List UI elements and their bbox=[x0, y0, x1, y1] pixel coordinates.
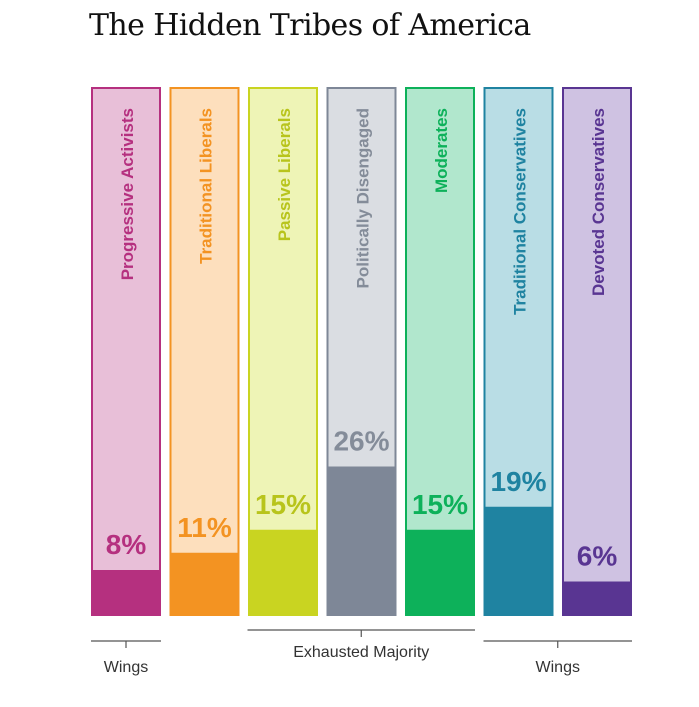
group-label-0: Wings bbox=[104, 659, 148, 676]
column-outline-politically-disengaged bbox=[326, 87, 397, 616]
value-label-moderates: 15% bbox=[412, 489, 468, 520]
bar-traditional-conservatives bbox=[483, 506, 554, 616]
value-label-progressive-activists: 8% bbox=[106, 529, 147, 560]
value-label-passive-liberals: 15% bbox=[255, 489, 311, 520]
column-outline-passive-liberals bbox=[248, 87, 318, 616]
column-bg-passive-liberals bbox=[248, 87, 318, 616]
column-outline-traditional-conservatives bbox=[483, 87, 554, 616]
value-label-politically-disengaged: 26% bbox=[333, 426, 389, 457]
bar-politically-disengaged bbox=[326, 466, 397, 616]
category-label-politically-disengaged: Politically Disengaged bbox=[354, 108, 373, 288]
group-label-2: Wings bbox=[536, 659, 580, 676]
column-bg-moderates bbox=[405, 87, 475, 616]
column-outline-traditional-liberals bbox=[169, 87, 240, 616]
category-label-moderates: Moderates bbox=[432, 108, 451, 193]
value-label-devoted-conservatives: 6% bbox=[577, 541, 618, 572]
column-bg-devoted-conservatives bbox=[562, 87, 632, 616]
chart-title: The Hidden Tribes of America bbox=[89, 8, 531, 43]
bar-traditional-liberals bbox=[169, 552, 240, 616]
column-bg-progressive-activists bbox=[91, 87, 161, 616]
category-label-traditional-conservatives: Traditional Conservatives bbox=[511, 108, 530, 315]
bar-moderates bbox=[405, 529, 475, 616]
column-outline-devoted-conservatives bbox=[562, 87, 632, 616]
bar-passive-liberals bbox=[248, 529, 318, 616]
column-outline-moderates bbox=[405, 87, 475, 616]
bar-progressive-activists bbox=[91, 570, 161, 616]
category-label-traditional-liberals: Traditional Liberals bbox=[197, 108, 216, 264]
column-outline-progressive-activists bbox=[91, 87, 161, 616]
column-bg-traditional-liberals bbox=[169, 87, 240, 616]
value-label-traditional-conservatives: 19% bbox=[490, 466, 546, 497]
category-label-devoted-conservatives: Devoted Conservatives bbox=[589, 108, 608, 296]
value-label-traditional-liberals: 11% bbox=[177, 512, 232, 543]
category-label-passive-liberals: Passive Liberals bbox=[275, 108, 294, 241]
group-label-1: Exhausted Majority bbox=[293, 644, 429, 661]
category-label-progressive-activists: Progressive Activists bbox=[118, 108, 137, 280]
bar-devoted-conservatives bbox=[562, 581, 632, 616]
